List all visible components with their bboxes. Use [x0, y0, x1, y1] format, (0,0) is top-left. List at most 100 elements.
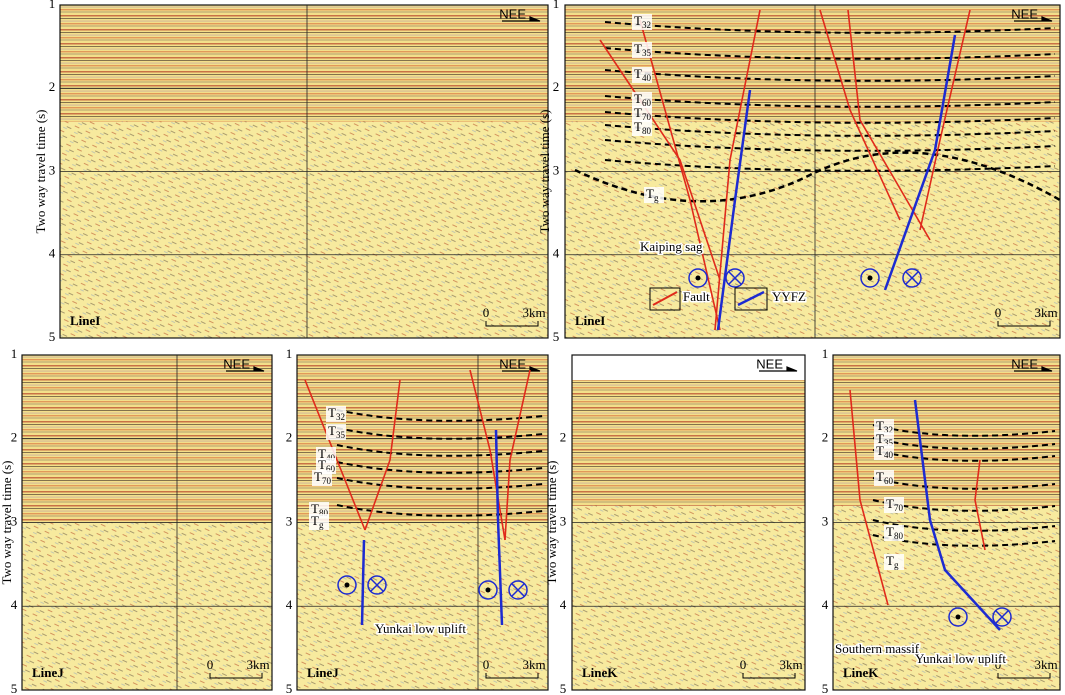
y-axis-label: Two way travel time (s) — [544, 461, 559, 585]
major-fault — [913, 399, 1001, 631]
horizon-label-bg — [632, 67, 652, 83]
horizon-subscript: 32 — [336, 412, 345, 422]
y-tick-label: 3 — [11, 513, 18, 528]
horizon-subscript: 80 — [642, 126, 652, 136]
line-name: LineJ — [32, 665, 64, 680]
y-tick-label: 3 — [822, 513, 829, 528]
y-tick-label: 3 — [553, 162, 560, 177]
horizon-subscript: g — [319, 520, 324, 530]
horizon-subscript: g — [654, 193, 659, 203]
horizon-label-bg — [632, 120, 652, 136]
scale-end: 3km — [522, 657, 545, 672]
horizon-line — [604, 139, 1056, 152]
direction-label: NEE — [756, 356, 783, 371]
major-fault — [716, 89, 752, 331]
horizon-line — [336, 504, 544, 517]
annotation: Yunkai low uplift — [915, 651, 1006, 666]
horizon-label: Tg — [311, 513, 324, 530]
direction-label: NEE — [1011, 356, 1038, 371]
fault — [819, 9, 901, 221]
y-tick-label: 4 — [286, 597, 293, 612]
horizon-label: T32 — [876, 418, 893, 435]
direction-label: NEE — [499, 356, 526, 371]
horizon-letter: T — [634, 119, 642, 134]
y-tick-label: 4 — [822, 597, 829, 612]
annotation: Fault — [683, 289, 710, 304]
fault — [364, 379, 401, 531]
horizon-label: T70 — [886, 496, 903, 513]
scale-end: 3km — [779, 657, 802, 672]
horizon-label-bg — [326, 406, 346, 422]
horizon-line — [604, 69, 1056, 82]
scale-bar — [742, 673, 796, 679]
horizon-label-bg — [884, 497, 904, 513]
horizon-label-bg — [874, 444, 894, 460]
horizon-line — [336, 461, 544, 474]
horizon-subscript: 60 — [326, 464, 336, 474]
horizon-line — [336, 477, 544, 490]
slip-cross — [728, 271, 742, 285]
horizon-label: T60 — [318, 457, 335, 474]
fault — [639, 19, 721, 331]
horizon-letter: T — [634, 13, 642, 28]
line-name: LineK — [582, 665, 618, 680]
y-tick-label: 2 — [822, 430, 829, 445]
scale-start: 0 — [207, 657, 214, 672]
scale-start: 0 — [995, 305, 1002, 320]
horizon-subscript: 35 — [642, 48, 652, 58]
major-fault — [883, 34, 957, 291]
horizon-subscript: 40 — [884, 450, 894, 460]
horizon-label-bg — [309, 514, 329, 530]
horizon-subscript: 32 — [642, 20, 651, 30]
slip-symbol — [725, 268, 745, 288]
horizon-line — [604, 124, 1056, 137]
legend-box — [734, 287, 768, 311]
horizon-label: T80 — [634, 119, 651, 136]
annotation: Kaiping sag — [640, 239, 703, 254]
slip-symbol — [367, 575, 387, 595]
horizon-label: T70 — [314, 469, 331, 486]
horizon-label-bg — [874, 470, 894, 486]
horizon-letter: T — [876, 469, 884, 484]
slip-symbol — [992, 607, 1012, 627]
horizon-label-bg — [874, 419, 894, 435]
fault — [919, 9, 971, 231]
horizon-label: T80 — [886, 524, 903, 541]
direction-arrow — [502, 366, 541, 372]
horizon-letter: T — [634, 66, 642, 81]
scale-start: 0 — [995, 657, 1002, 672]
y-tick-label: 1 — [822, 346, 829, 361]
horizon-label-bg — [632, 14, 652, 30]
direction-arrow — [1014, 366, 1053, 372]
y-tick-label: 2 — [286, 430, 293, 445]
y-tick-label: 4 — [560, 597, 567, 612]
y-tick-label: 1 — [553, 0, 560, 11]
horizon-label: T40 — [634, 66, 651, 83]
horizon-letter: T — [314, 469, 322, 484]
horizon-subscript: 70 — [322, 476, 332, 486]
fault — [599, 39, 721, 281]
line-name: LineI — [575, 313, 605, 328]
slip-cross — [995, 610, 1009, 624]
scale-bar — [485, 321, 539, 327]
horizon-letter: T — [646, 186, 654, 201]
horizon-subscript: 60 — [642, 98, 652, 108]
horizon-label: T35 — [634, 41, 651, 58]
scale-end: 3km — [246, 657, 269, 672]
horizon-letter: T — [634, 91, 642, 106]
horizon-line — [336, 409, 544, 422]
horizon-label: T60 — [634, 91, 651, 108]
horizon-letter: T — [886, 496, 894, 511]
line-name: LineJ — [307, 665, 339, 680]
horizon-subscript: g — [894, 560, 899, 570]
slip-cross — [370, 578, 384, 592]
horizon-line — [872, 449, 1056, 462]
horizon-line — [872, 499, 1056, 512]
horizon-line — [872, 519, 1056, 532]
scale-start: 0 — [483, 305, 490, 320]
seismic-reflectors — [60, 5, 548, 122]
horizon-line — [604, 95, 1056, 108]
fault — [974, 459, 986, 551]
horizon-subscript: 35 — [884, 438, 894, 448]
